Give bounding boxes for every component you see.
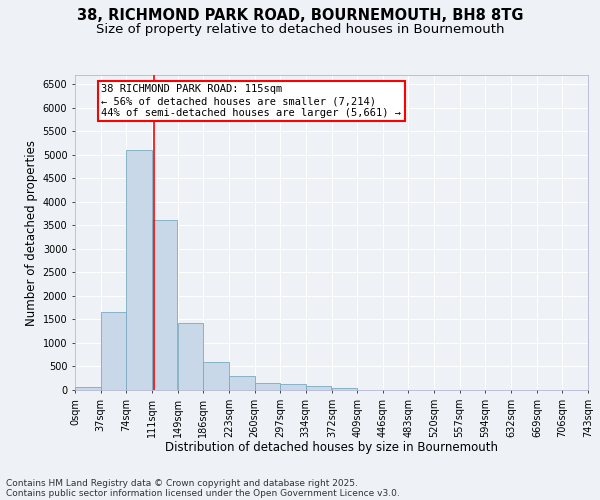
Text: Contains public sector information licensed under the Open Government Licence v3: Contains public sector information licen…: [6, 488, 400, 498]
Bar: [280, 384, 305, 390]
Bar: [332, 388, 358, 390]
Text: Size of property relative to detached houses in Bournemouth: Size of property relative to detached ho…: [96, 22, 504, 36]
Bar: [152, 220, 177, 390]
Bar: [75, 387, 101, 390]
Y-axis label: Number of detached properties: Number of detached properties: [25, 140, 38, 326]
Bar: [126, 150, 152, 390]
X-axis label: Distribution of detached houses by size in Bournemouth: Distribution of detached houses by size …: [165, 442, 498, 454]
Text: 38 RICHMOND PARK ROAD: 115sqm
← 56% of detached houses are smaller (7,214)
44% o: 38 RICHMOND PARK ROAD: 115sqm ← 56% of d…: [101, 84, 401, 117]
Bar: [254, 382, 280, 390]
Bar: [305, 386, 331, 390]
Bar: [203, 362, 229, 390]
Bar: [229, 376, 254, 390]
Text: Contains HM Land Registry data © Crown copyright and database right 2025.: Contains HM Land Registry data © Crown c…: [6, 478, 358, 488]
Text: 38, RICHMOND PARK ROAD, BOURNEMOUTH, BH8 8TG: 38, RICHMOND PARK ROAD, BOURNEMOUTH, BH8…: [77, 8, 523, 22]
Bar: [101, 312, 126, 390]
Bar: [178, 323, 203, 390]
